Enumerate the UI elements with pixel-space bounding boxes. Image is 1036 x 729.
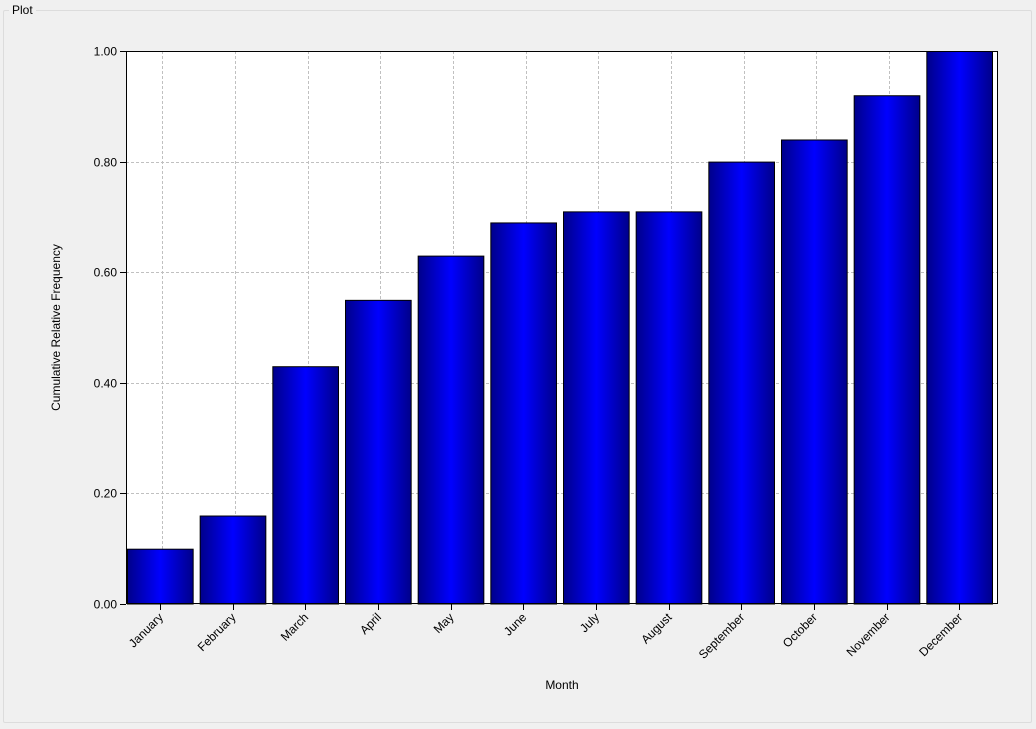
x-tick-label-january: January — [126, 610, 166, 650]
x-tick-label-april: April — [357, 610, 384, 637]
bar-april — [345, 299, 412, 605]
x-tick-label-june: June — [501, 610, 530, 639]
x-tick-label-october: October — [780, 610, 820, 650]
x-axis-title: Month — [545, 678, 578, 692]
bar-november — [853, 95, 921, 605]
y-tick-label: 0.60 — [94, 266, 118, 280]
bar-december — [926, 51, 993, 605]
y-tick-label: 1.00 — [94, 45, 118, 59]
bar-june — [490, 222, 558, 605]
y-tick-label: 0.00 — [94, 598, 118, 612]
plot-frame — [126, 51, 998, 604]
bar-september — [708, 161, 775, 605]
x-tick-label-may: May — [431, 610, 457, 636]
bar-october — [781, 139, 848, 605]
x-tick-label-march: March — [278, 610, 311, 643]
y-tick-label: 0.80 — [94, 156, 118, 170]
x-tick-label-december: December — [916, 610, 965, 659]
bar-july — [563, 211, 630, 605]
plot-groupbox — [3, 10, 1032, 723]
axes — [126, 51, 998, 604]
bar-august — [635, 211, 703, 605]
plot-area — [126, 51, 998, 604]
x-tick-label-november: November — [844, 610, 893, 659]
x-tick-label-july: July — [577, 610, 602, 635]
x-tick-label-february: February — [195, 610, 239, 654]
bar-february — [199, 515, 267, 605]
y-tick-label: 0.20 — [94, 487, 118, 501]
groupbox-title: Plot — [9, 3, 36, 18]
y-tick-labels: 0.00 0.20 0.40 0.60 0.80 1.00 — [94, 45, 126, 612]
y-axis-title: Cumulative Relative Frequency — [49, 244, 63, 411]
y-tick-label: 0.40 — [94, 377, 118, 391]
bar-may — [417, 255, 485, 605]
bars — [127, 51, 993, 605]
x-tick-labels: January February March April May June July Augu… — [126, 604, 965, 662]
x-tick-label-september: September — [696, 610, 747, 661]
bar-january — [127, 548, 194, 605]
bar-march — [272, 366, 340, 605]
x-tick-label-august: August — [638, 610, 675, 647]
